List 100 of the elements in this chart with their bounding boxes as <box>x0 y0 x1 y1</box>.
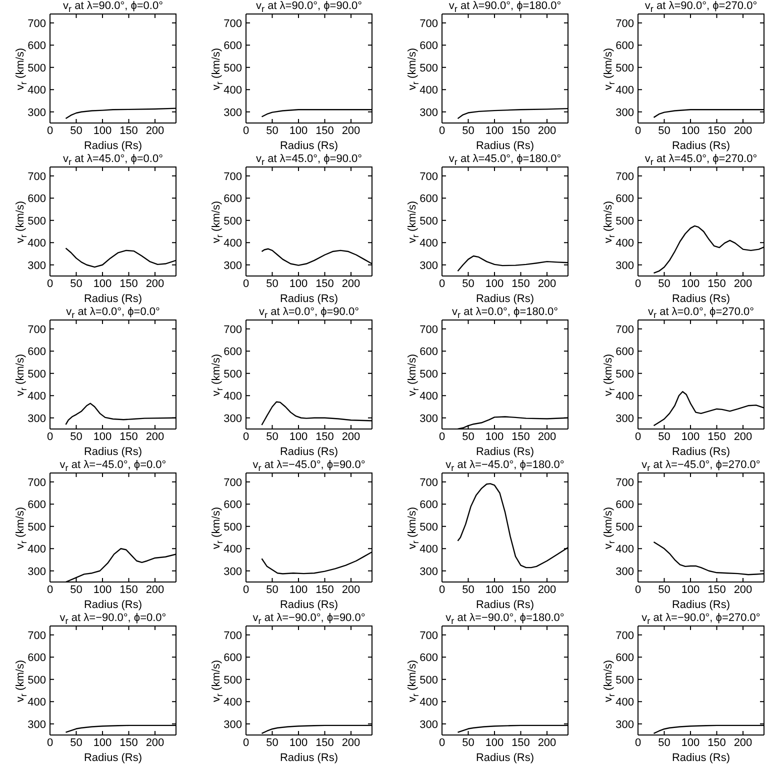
x-tick-label: 150 <box>512 430 530 443</box>
y-tick-label: 400 <box>616 696 634 709</box>
y-tick-label: 700 <box>224 18 242 30</box>
x-tick-label: 200 <box>538 584 556 596</box>
chart-title: v$_{r}$ at λ=0.0°, ϕ=90.0° <box>259 306 359 322</box>
y-tick-label: 400 <box>616 238 634 250</box>
x-axis-title: Radius (Rs) <box>82 446 144 458</box>
y-tick-label: 700 <box>224 476 242 489</box>
x-tick-label: 0 <box>46 736 54 749</box>
x-tick-label: 0 <box>46 124 54 137</box>
y-tick-label: 500 <box>28 368 46 380</box>
y-tick-label: 300 <box>420 260 438 272</box>
y-tick-label: 600 <box>28 346 46 358</box>
x-tick-label: 0 <box>242 430 250 443</box>
x-tick-label: 150 <box>512 736 530 749</box>
y-tick-label: 600 <box>28 193 46 206</box>
y-tick-label: 500 <box>616 674 634 686</box>
y-tick-label: 600 <box>420 346 438 358</box>
y-tick-label: 300 <box>28 260 46 272</box>
y-tick-label: 300 <box>28 566 46 578</box>
x-tick-label: 0 <box>634 736 642 749</box>
x-tick-label: 100 <box>681 278 700 290</box>
chart-title: v$_{r}$ at λ=90.0°, ϕ=270.0° <box>644 0 758 16</box>
y-tick-label: 700 <box>28 476 46 489</box>
x-tick-label: 100 <box>289 430 308 443</box>
x-tick-label: 50 <box>266 430 278 443</box>
y-tick-label: 700 <box>28 630 46 642</box>
x-tick-label: 200 <box>342 584 360 596</box>
x-axis-title: Radius (Rs) <box>278 140 340 152</box>
x-tick-label: 200 <box>146 278 164 290</box>
y-tick-label: 500 <box>420 368 438 380</box>
y-tick-label: 700 <box>616 324 634 336</box>
y-tick-label: 600 <box>224 40 242 52</box>
chart-title: v$_{r}$ at λ=−45.0°, ϕ=90.0° <box>252 459 366 474</box>
line-series <box>261 551 372 574</box>
x-tick-label: 50 <box>658 430 670 443</box>
x-axis-title: Radius (Rs) <box>670 446 732 458</box>
y-tick-label: 300 <box>616 566 634 578</box>
x-tick-label: 150 <box>708 584 726 596</box>
x-tick-label: 50 <box>462 278 474 290</box>
chart-title: v$_{r}$ at λ=90.0°, ϕ=180.0° <box>448 0 562 16</box>
line-series <box>653 541 764 576</box>
y-tick-label: 400 <box>224 544 242 556</box>
x-tick-label: 200 <box>538 124 556 137</box>
x-axis-title: Radius (Rs) <box>278 752 340 764</box>
x-tick-label: 100 <box>289 278 308 290</box>
y-tick-label: 600 <box>616 499 634 512</box>
y-tick-label: 400 <box>616 390 634 403</box>
x-tick-label: 50 <box>658 584 670 596</box>
x-tick-label: 100 <box>289 736 308 749</box>
y-tick-label: 500 <box>28 62 46 74</box>
x-tick-label: 100 <box>93 278 112 290</box>
y-tick-label: 700 <box>224 630 242 642</box>
x-tick-label: 0 <box>438 430 446 443</box>
y-tick-label: 300 <box>28 106 46 119</box>
y-tick-label: 300 <box>224 718 242 731</box>
y-tick-label: 500 <box>420 62 438 74</box>
x-tick-label: 0 <box>46 430 54 443</box>
y-tick-label: 700 <box>420 170 438 183</box>
y-tick-label: 500 <box>224 674 242 686</box>
chart-title: v$_{r}$ at λ=90.0°, ϕ=0.0° <box>63 0 163 16</box>
y-tick-label: 300 <box>224 106 242 119</box>
x-tick-label: 0 <box>46 584 54 596</box>
x-axis-title: Radius (Rs) <box>474 752 536 764</box>
y-tick-label: 300 <box>420 566 438 578</box>
chart-title: v$_{r}$ at λ=−45.0°, ϕ=0.0° <box>60 459 166 474</box>
x-tick-label: 50 <box>266 278 278 290</box>
x-tick-label: 50 <box>462 430 474 443</box>
y-tick-label: 500 <box>420 215 438 228</box>
x-tick-label: 100 <box>681 124 700 137</box>
x-tick-label: 100 <box>289 124 308 137</box>
x-tick-label: 200 <box>342 124 360 137</box>
x-tick-label: 50 <box>658 124 670 137</box>
chart-title: v$_{r}$ at λ=0.0°, ϕ=270.0° <box>648 306 754 322</box>
x-tick-label: 50 <box>70 584 82 596</box>
x-tick-label: 150 <box>708 736 726 749</box>
x-tick-label: 200 <box>146 584 164 596</box>
chart-title: v$_{r}$ at λ=−90.0°, ϕ=90.0° <box>252 612 366 628</box>
x-tick-label: 50 <box>658 736 670 749</box>
x-axis-title: Radius (Rs) <box>474 446 536 458</box>
y-tick-label: 300 <box>224 260 242 272</box>
x-axis-title: Radius (Rs) <box>670 599 732 611</box>
y-tick-label: 700 <box>420 18 438 30</box>
chart-title: v$_{r}$ at λ=90.0°, ϕ=90.0° <box>256 0 362 16</box>
line-series <box>457 255 568 272</box>
line-series <box>457 483 568 568</box>
y-tick-label: 400 <box>420 84 438 97</box>
x-tick-label: 0 <box>634 584 642 596</box>
y-tick-label: 500 <box>224 521 242 534</box>
x-tick-label: 150 <box>316 430 334 443</box>
x-tick-label: 0 <box>634 278 642 290</box>
y-tick-label: 500 <box>616 62 634 74</box>
y-tick-label: 600 <box>420 40 438 52</box>
x-tick-label: 0 <box>242 584 250 596</box>
x-tick-label: 100 <box>485 736 504 749</box>
x-tick-label: 100 <box>93 430 112 443</box>
x-tick-label: 200 <box>342 278 360 290</box>
y-tick-label: 600 <box>420 499 438 512</box>
line-series <box>457 108 568 120</box>
x-tick-label: 0 <box>242 124 250 137</box>
